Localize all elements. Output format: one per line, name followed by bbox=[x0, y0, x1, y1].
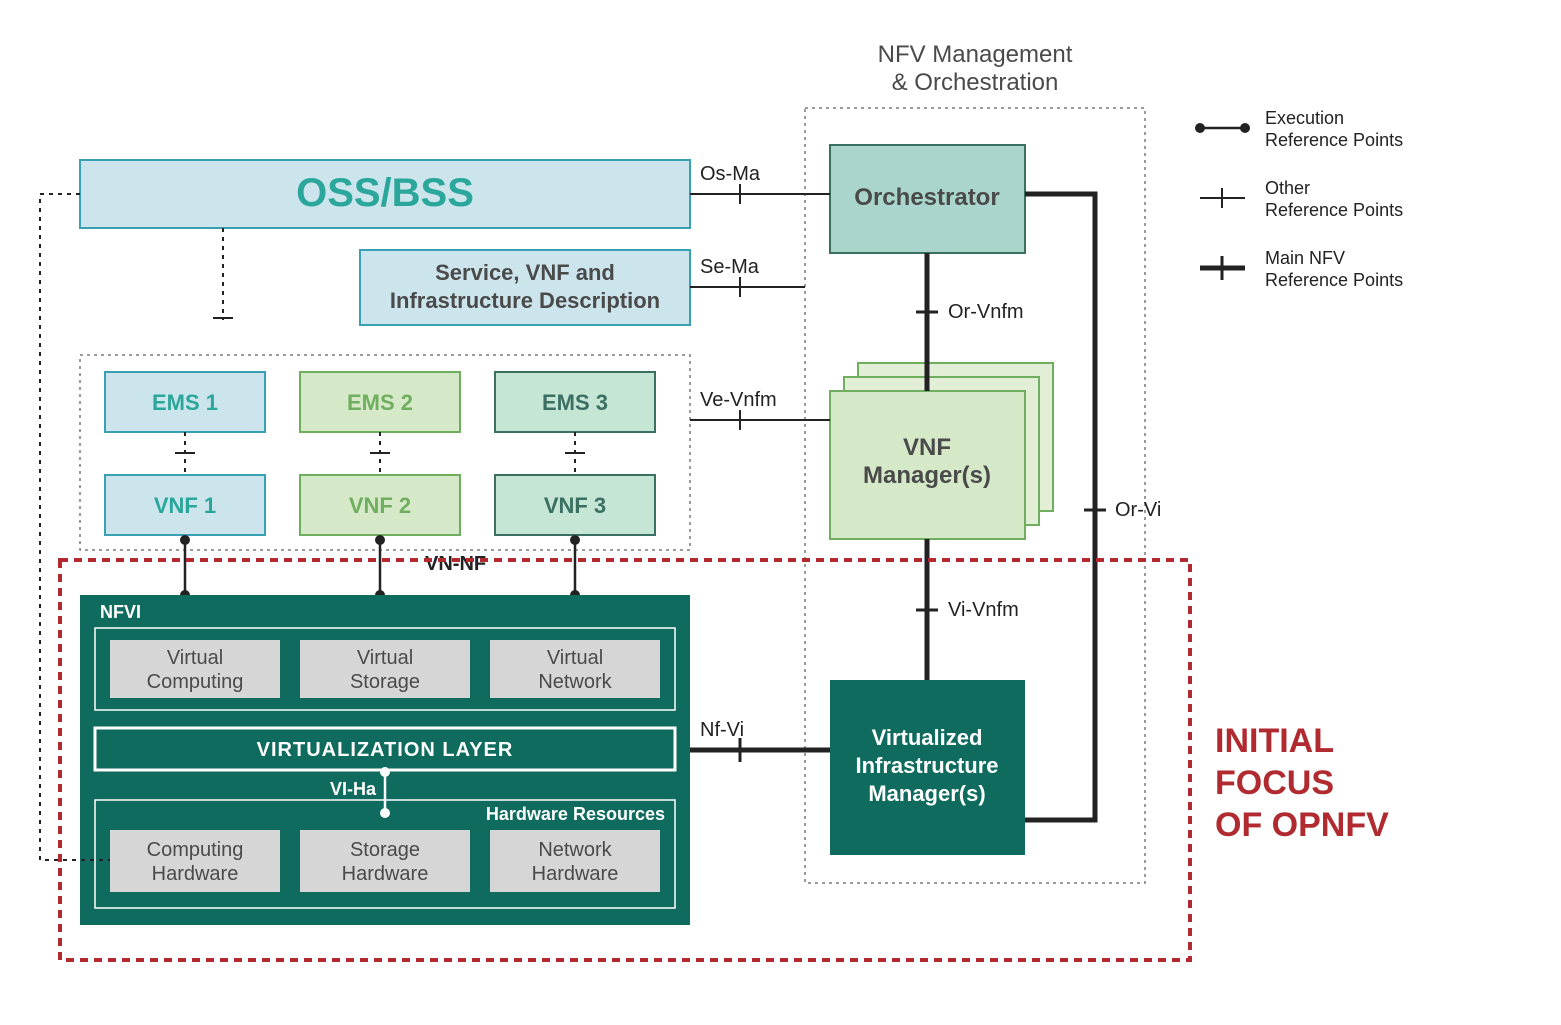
se-ma-label: Se-Ma bbox=[700, 256, 760, 278]
vcompute-l2: Computing bbox=[147, 671, 244, 693]
vn-nf-label: VN-NF bbox=[425, 553, 486, 575]
legend-main-l2: Reference Points bbox=[1265, 270, 1403, 290]
chw-l1: Computing bbox=[147, 839, 244, 861]
vnf2-label: VNF 2 bbox=[349, 493, 411, 518]
ems2-label: EMS 2 bbox=[347, 390, 413, 415]
ems3-label: EMS 3 bbox=[542, 390, 608, 415]
vnfm-l1: VNF bbox=[903, 434, 951, 461]
focus-l1: INITIAL bbox=[1215, 722, 1334, 760]
focus-l3: OF OPNFV bbox=[1215, 806, 1389, 844]
nfvi-title: NFVI bbox=[100, 602, 141, 622]
vnetwork-l2: Network bbox=[538, 671, 612, 693]
vnfm-l2: Manager(s) bbox=[863, 462, 991, 489]
orchestrator-label: Orchestrator bbox=[854, 184, 999, 211]
nhw-l2: Hardware bbox=[532, 863, 619, 885]
legend-exec-l1: Execution bbox=[1265, 108, 1344, 128]
vstorage-l2: Storage bbox=[350, 671, 420, 693]
legend-other-l1: Other bbox=[1265, 178, 1310, 198]
hw-title: Hardware Resources bbox=[486, 804, 665, 824]
vim-l2: Infrastructure bbox=[855, 753, 998, 778]
vi-vnfm-label: Vi-Vnfm bbox=[948, 599, 1019, 621]
vnf1-label: VNF 1 bbox=[154, 493, 216, 518]
vi-ha-label: VI-Ha bbox=[330, 779, 377, 799]
oss-bss-label: OSS/BSS bbox=[296, 171, 474, 215]
ems1-label: EMS 1 bbox=[152, 390, 218, 415]
nf-vi-label: Nf-Vi bbox=[700, 719, 744, 741]
vn-nf-links bbox=[180, 535, 580, 600]
vim-l3: Manager(s) bbox=[868, 781, 985, 806]
legend-main-l1: Main NFV bbox=[1265, 248, 1345, 268]
legend: Execution Reference Points Other Referen… bbox=[1195, 108, 1403, 290]
legend-other-l2: Reference Points bbox=[1265, 200, 1403, 220]
mano-header-2: & Orchestration bbox=[892, 69, 1059, 96]
legend-exec-l2: Reference Points bbox=[1265, 130, 1403, 150]
ve-vnfm-label: Ve-Vnfm bbox=[700, 389, 777, 411]
vcompute-l1: Virtual bbox=[167, 647, 223, 669]
nhw-l1: Network bbox=[538, 839, 612, 861]
service-desc-l2: Infrastructure Description bbox=[390, 288, 660, 313]
shw-l2: Hardware bbox=[342, 863, 429, 885]
chw-l2: Hardware bbox=[152, 863, 239, 885]
os-ma-label: Os-Ma bbox=[700, 163, 761, 185]
virt-layer-label: VIRTUALIZATION LAYER bbox=[257, 739, 514, 761]
or-vnfm-label: Or-Vnfm bbox=[948, 301, 1024, 323]
vstorage-l1: Virtual bbox=[357, 647, 413, 669]
nfv-architecture-diagram: NFV Management & Orchestration OSS/BSS S… bbox=[0, 0, 1561, 1020]
mano-header-1: NFV Management bbox=[878, 41, 1073, 68]
vnetwork-l1: Virtual bbox=[547, 647, 603, 669]
focus-l2: FOCUS bbox=[1215, 764, 1334, 802]
service-desc-l1: Service, VNF and bbox=[435, 260, 615, 285]
shw-l1: Storage bbox=[350, 839, 420, 861]
or-vi-label: Or-Vi bbox=[1115, 499, 1161, 521]
vnf3-label: VNF 3 bbox=[544, 493, 606, 518]
vim-l1: Virtualized bbox=[872, 725, 983, 750]
